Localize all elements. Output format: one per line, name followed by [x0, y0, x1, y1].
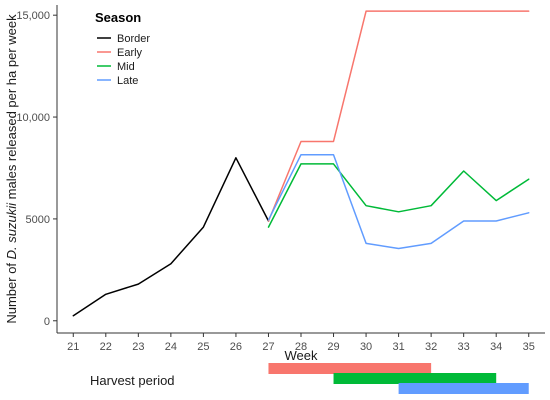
harvest-period: Harvest period	[90, 363, 529, 394]
x-tick-label: 22	[100, 341, 112, 353]
x-tick-label: 30	[360, 341, 372, 353]
y-tick-label: 0	[44, 316, 50, 328]
harvest-bar-mid	[333, 373, 497, 384]
x-tick-label: 27	[262, 341, 274, 353]
x-tick-label: 24	[165, 341, 177, 353]
plot-lines	[72, 10, 530, 317]
x-tick-label: 33	[458, 341, 470, 353]
x-tick-label: 29	[327, 341, 339, 353]
series-line-late	[267, 153, 530, 250]
y-axis-title: Number of D. suzukii males released per …	[4, 14, 19, 324]
y-axis-title-suffix: males released per ha per week	[4, 14, 19, 203]
x-tick-label: 25	[197, 341, 209, 353]
x-tick-label: 26	[230, 341, 242, 353]
harvest-bars	[268, 363, 529, 394]
y-tick-label: 5000	[26, 214, 50, 226]
x-tick-label: 21	[67, 341, 79, 353]
harvest-period-label: Harvest period	[90, 373, 175, 388]
x-tick-label: 35	[523, 341, 535, 353]
legend-label-border: Border	[117, 33, 150, 45]
y-tick-label: 15,000	[16, 10, 50, 22]
legend-label-mid: Mid	[117, 61, 135, 73]
harvest-bar-late	[398, 383, 529, 394]
x-tick-label: 34	[490, 341, 502, 353]
legend-label-early: Early	[117, 47, 143, 59]
x-tick-label: 31	[392, 341, 404, 353]
x-tick-label: 28	[295, 341, 307, 353]
series-line-border	[72, 157, 270, 317]
x-axis: 21 22 23 24 25 26 27 28 29 30 31 32 33 34 35	[57, 332, 545, 353]
x-tick-label: 32	[425, 341, 437, 353]
legend-items: Border Early Mid Late	[97, 33, 150, 87]
series-line-mid	[267, 163, 530, 228]
legend-title: Season	[95, 10, 141, 25]
x-tick-label: 23	[132, 341, 144, 353]
y-tick-label: 10,000	[16, 112, 50, 124]
y-ticks: 0 5000 10,000 15,000	[16, 10, 57, 328]
legend: Season Border Early Mid Late	[95, 10, 150, 87]
x-ticks: 21 22 23 24 25 26 27 28 29 30 31 32 33 34 35	[67, 333, 535, 353]
x-axis-title: Week	[285, 348, 318, 363]
y-axis: 0 5000 10,000 15,000	[16, 5, 58, 333]
series-line-early	[267, 10, 530, 222]
y-axis-title-prefix: Number of	[4, 259, 19, 323]
harvest-bar-early	[268, 363, 432, 374]
y-axis-title-species: D. suzukii	[4, 202, 19, 259]
legend-label-late: Late	[117, 75, 138, 87]
